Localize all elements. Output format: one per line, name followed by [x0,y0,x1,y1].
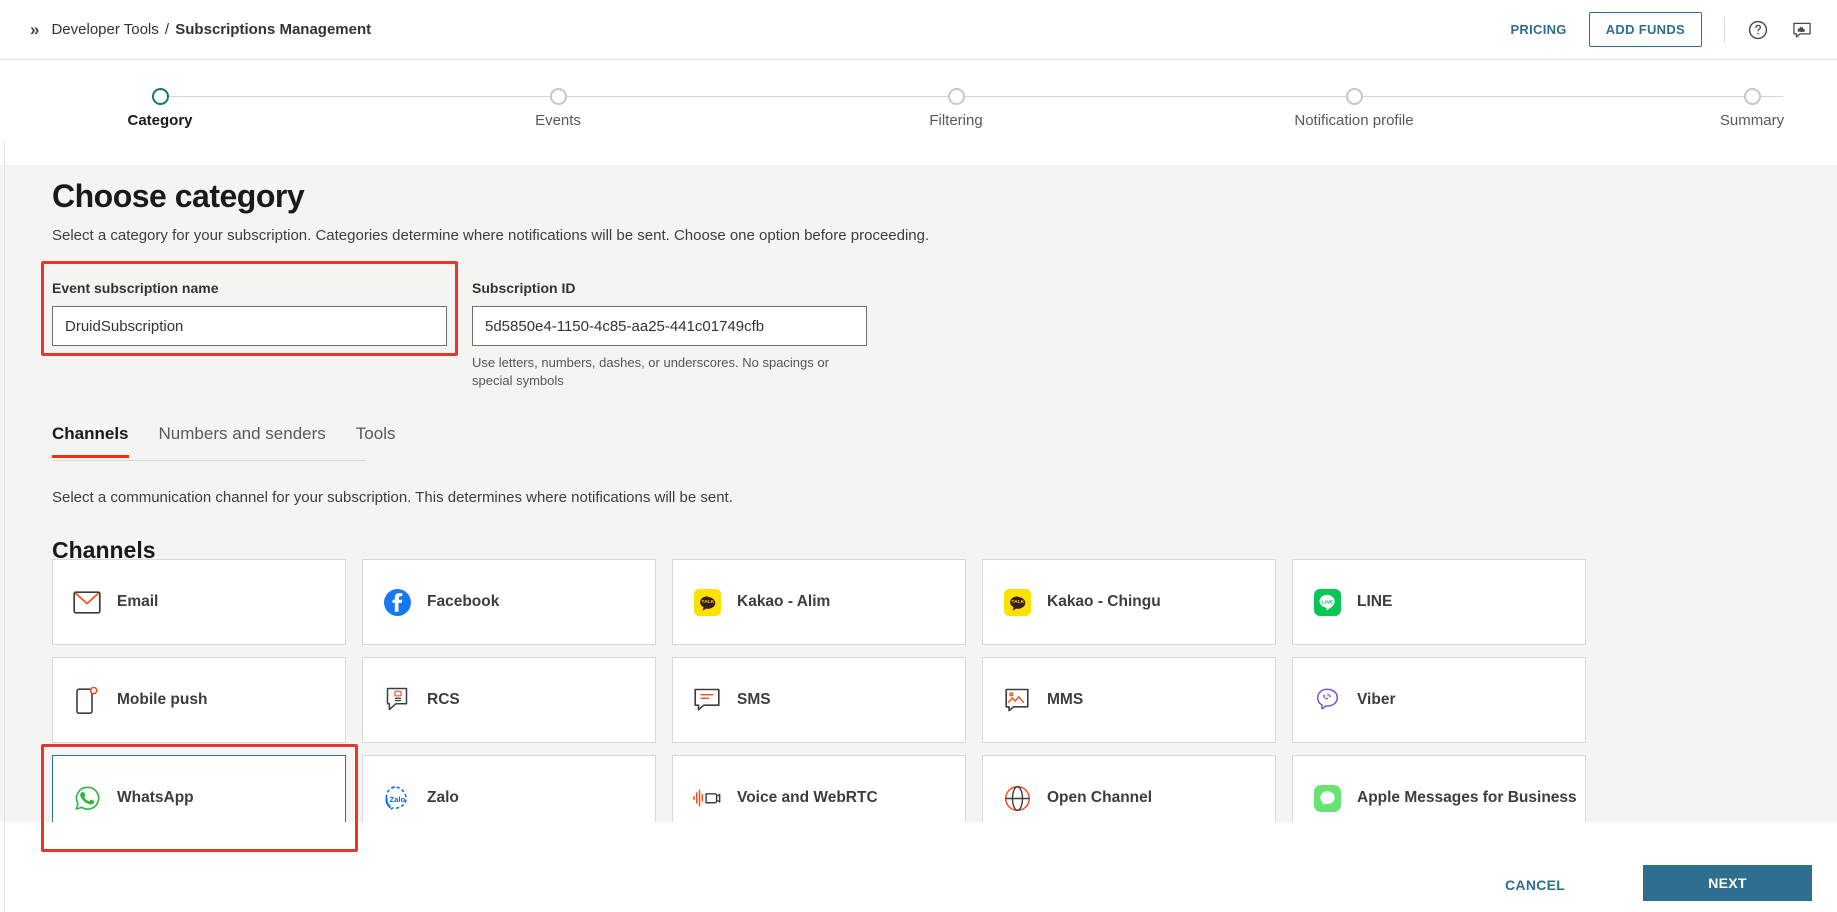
svg-text:TALK: TALK [1011,599,1024,604]
svg-text:LINE: LINE [1321,599,1333,605]
svg-text:TALK: TALK [701,599,714,604]
svg-text:Zalo: Zalo [389,795,405,804]
